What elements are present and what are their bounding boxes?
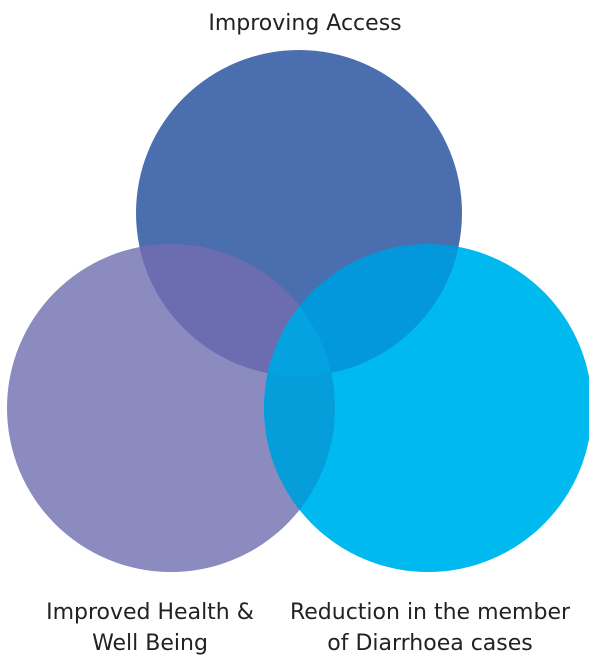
label-diarrhoea-reduction: Reduction in the member of Diarrhoea cas…: [280, 597, 580, 659]
label-line: of Diarrhoea cases: [327, 631, 533, 656]
label-improved-health: Improved Health & Well Being: [30, 597, 270, 659]
label-line: Well Being: [92, 631, 208, 656]
label-line: Improved Health &: [46, 600, 254, 625]
overlap-access-health: [136, 244, 335, 376]
label-line: Reduction in the member: [289, 600, 571, 625]
label-line: Improving Access: [208, 11, 402, 36]
label-improving-access: Improving Access: [0, 8, 589, 39]
overlap-access-diarrhoea: [264, 244, 462, 376]
